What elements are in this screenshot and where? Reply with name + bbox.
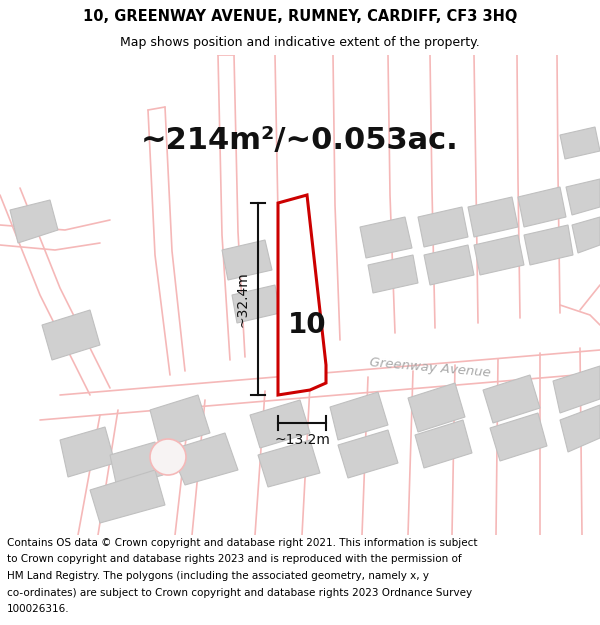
Polygon shape <box>90 470 165 523</box>
Polygon shape <box>258 440 320 487</box>
Polygon shape <box>424 245 474 285</box>
Polygon shape <box>490 413 547 461</box>
Polygon shape <box>524 225 573 265</box>
Text: Contains OS data © Crown copyright and database right 2021. This information is : Contains OS data © Crown copyright and d… <box>7 538 478 548</box>
Polygon shape <box>360 217 412 258</box>
Polygon shape <box>408 383 465 432</box>
Polygon shape <box>60 427 115 477</box>
Polygon shape <box>415 420 472 468</box>
Polygon shape <box>483 375 540 423</box>
Polygon shape <box>468 197 518 237</box>
Polygon shape <box>572 217 600 253</box>
Polygon shape <box>368 255 418 293</box>
Text: ~32.4m: ~32.4m <box>236 271 250 327</box>
Polygon shape <box>222 240 272 280</box>
Polygon shape <box>553 366 600 413</box>
Polygon shape <box>560 127 600 159</box>
Polygon shape <box>278 195 326 395</box>
Text: ~13.2m: ~13.2m <box>274 433 330 447</box>
Text: 100026316.: 100026316. <box>7 604 70 614</box>
Polygon shape <box>170 433 238 485</box>
Text: co-ordinates) are subject to Crown copyright and database rights 2023 Ordnance S: co-ordinates) are subject to Crown copyr… <box>7 588 472 598</box>
Polygon shape <box>110 442 163 488</box>
Text: Map shows position and indicative extent of the property.: Map shows position and indicative extent… <box>120 36 480 49</box>
Text: 10: 10 <box>287 311 326 339</box>
Text: to Crown copyright and database rights 2023 and is reproduced with the permissio: to Crown copyright and database rights 2… <box>7 554 462 564</box>
Polygon shape <box>560 405 600 452</box>
Polygon shape <box>474 235 524 275</box>
Polygon shape <box>418 207 468 247</box>
Polygon shape <box>566 179 600 215</box>
Polygon shape <box>42 310 100 360</box>
Polygon shape <box>330 392 388 440</box>
Circle shape <box>150 439 186 475</box>
Text: 10, GREENWAY AVENUE, RUMNEY, CARDIFF, CF3 3HQ: 10, GREENWAY AVENUE, RUMNEY, CARDIFF, CF… <box>83 9 517 24</box>
Polygon shape <box>518 187 566 227</box>
Text: ~214m²/~0.053ac.: ~214m²/~0.053ac. <box>141 126 459 154</box>
Polygon shape <box>150 395 210 448</box>
Polygon shape <box>338 430 398 478</box>
Text: Greenway Avenue: Greenway Avenue <box>369 356 491 380</box>
Polygon shape <box>10 200 58 243</box>
Polygon shape <box>232 285 280 323</box>
Text: HM Land Registry. The polygons (including the associated geometry, namely x, y: HM Land Registry. The polygons (includin… <box>7 571 429 581</box>
Polygon shape <box>250 400 310 448</box>
